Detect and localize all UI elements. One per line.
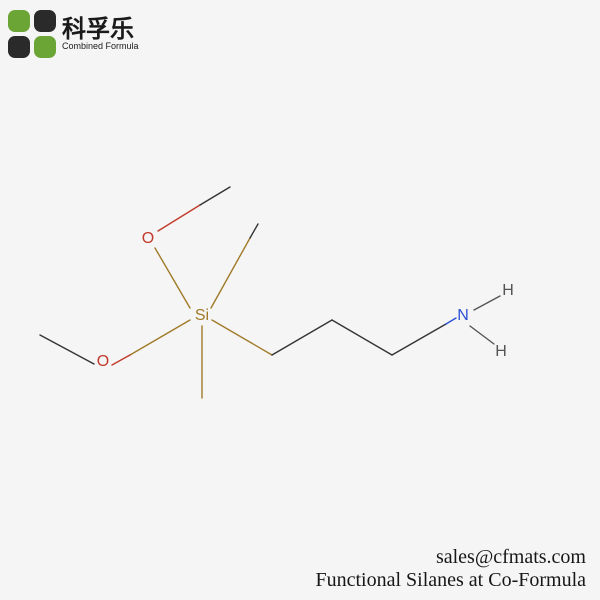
atom-label: H [502,282,514,300]
atom-label: H [495,343,507,361]
contact-email: sales@cfmats.com [315,546,586,569]
footer: sales@cfmats.com Functional Silanes at C… [315,546,586,592]
atom-label: O [142,230,154,248]
tagline: Functional Silanes at Co-Formula [315,569,586,592]
molecule-bonds [0,0,600,600]
atom-label: O [97,353,109,371]
atom-label: N [457,307,469,325]
atom-label: Si [195,307,209,325]
